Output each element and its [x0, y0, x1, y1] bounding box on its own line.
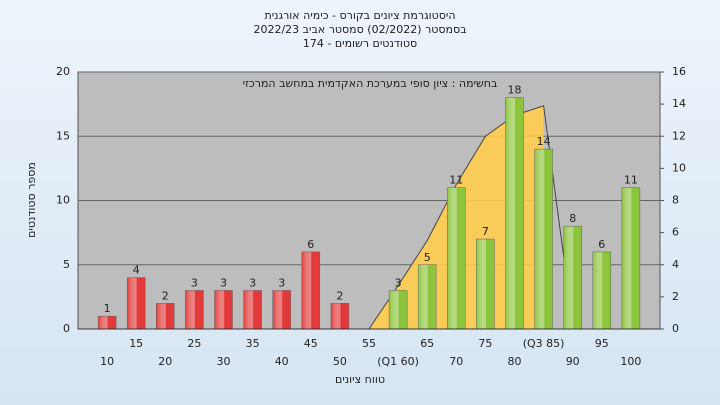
x-tick-label: 45 — [304, 337, 318, 350]
bar — [505, 97, 524, 330]
chart-subtitle: סטודנטים רשומים - 174 — [303, 37, 417, 50]
y-tick-label: 15 — [56, 129, 70, 142]
x-tick-label: 75 — [478, 337, 492, 350]
value-label: 3 — [278, 276, 285, 289]
x-tick-label: 25 — [187, 337, 201, 350]
value-label: 5 — [424, 251, 431, 264]
x-tick-label: 55 — [362, 337, 376, 350]
y-axis-label: מספר סטודנטים — [25, 162, 38, 238]
x-tick-label: 20 — [158, 355, 172, 368]
x-axis-label: טווח ציונים — [335, 373, 385, 386]
bar — [126, 277, 146, 330]
value-label: 3 — [191, 276, 198, 289]
value-label: 1 — [104, 302, 111, 315]
x-tick-label: 10 — [100, 355, 114, 368]
y-tick-label: 10 — [56, 194, 70, 207]
x-tick-label: 95 — [595, 337, 609, 350]
y-tick-label: 0 — [63, 322, 70, 335]
y2-tick-label: 8 — [672, 194, 679, 207]
x-tick-label: (Q1 60) — [377, 355, 419, 368]
y-tick-label: 5 — [63, 258, 70, 271]
bar — [243, 290, 262, 330]
x-tick-label: 50 — [333, 355, 347, 368]
bar — [97, 315, 117, 330]
y2-tick-label: 14 — [672, 97, 686, 110]
chart-title: היסטוגרמת ציונים בקורס - כימיה אורגנית — [264, 9, 455, 22]
value-label: 11 — [449, 174, 463, 187]
bar — [592, 251, 612, 330]
bar — [534, 148, 553, 330]
bar — [156, 303, 175, 330]
value-label: 3 — [395, 276, 402, 289]
bar — [388, 290, 408, 330]
bar — [417, 264, 437, 330]
bar — [185, 290, 204, 330]
y2-tick-label: 16 — [672, 65, 686, 78]
area-line — [368, 105, 574, 330]
value-label: 3 — [220, 276, 227, 289]
value-label: 18 — [508, 84, 522, 97]
y-tick-label: 20 — [56, 65, 70, 78]
y2-tick-label: 4 — [672, 258, 679, 271]
value-label: 2 — [336, 289, 343, 302]
x-tick-label: (Q3 85) — [523, 337, 565, 350]
bar — [214, 290, 233, 330]
bar — [447, 187, 466, 330]
x-tick-label: 90 — [566, 355, 580, 368]
chart-subtitle: בסמסטר (02/2022) סמסטר אביב 2022/23 — [253, 23, 466, 36]
value-label: 14 — [537, 135, 551, 148]
x-tick-label: 30 — [217, 355, 231, 368]
bar — [301, 251, 321, 330]
x-tick-label: 65 — [420, 337, 434, 350]
x-tick-label: 35 — [246, 337, 260, 350]
value-label: 2 — [162, 289, 169, 302]
value-label: 6 — [598, 238, 605, 251]
y2-tick-label: 10 — [672, 161, 686, 174]
x-tick-label: 80 — [508, 355, 522, 368]
y2-tick-label: 0 — [672, 322, 679, 335]
bar — [563, 225, 582, 330]
value-label: 3 — [249, 276, 256, 289]
x-tick-label: 40 — [275, 355, 289, 368]
y2-tick-label: 12 — [672, 129, 686, 142]
value-label: 11 — [624, 174, 638, 187]
bar — [330, 303, 350, 330]
x-tick-label: 100 — [620, 355, 641, 368]
y2-tick-label: 6 — [672, 226, 679, 239]
x-tick-label: 15 — [129, 337, 143, 350]
value-label: 6 — [307, 238, 314, 251]
value-label: 4 — [133, 264, 140, 277]
annotation: בחשימה : ציון סופי במערכת האקדמית במחשב … — [243, 77, 498, 90]
value-label: 8 — [569, 212, 576, 225]
value-label: 7 — [482, 225, 489, 238]
y2-tick-label: 2 — [672, 290, 679, 303]
bar — [621, 187, 641, 330]
bar — [476, 238, 495, 330]
bar — [272, 290, 291, 330]
x-tick-label: 70 — [449, 355, 463, 368]
